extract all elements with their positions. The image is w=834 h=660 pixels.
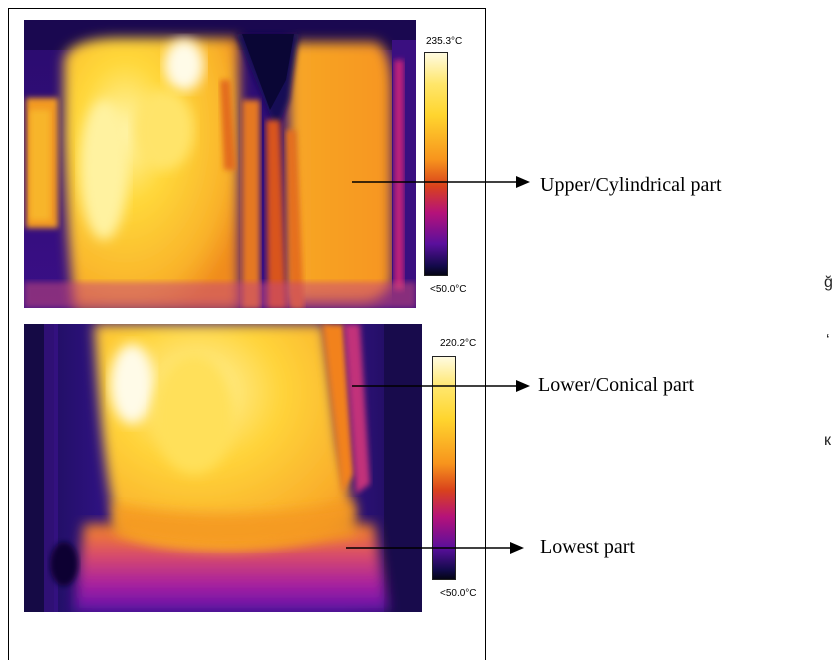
scale-max-lower: 220.2°C (440, 338, 477, 349)
figure-frame (8, 8, 486, 660)
arrow-lower-conical (352, 380, 530, 392)
thermal-image-lower (24, 324, 422, 612)
label-lower-conical-part: Lower/Conical part (538, 374, 695, 396)
thermal-image-upper-graphic (24, 20, 416, 308)
edge-glyph-3: к (824, 432, 831, 449)
thermal-image-lower-graphic (24, 324, 422, 612)
label-lowest-part: Lowest part (540, 536, 635, 558)
color-bar-upper (424, 52, 448, 276)
edge-glyph-2: ‘ (826, 332, 830, 349)
scale-max-upper: 235.3°C (426, 36, 463, 47)
edge-glyph-1: ğ (824, 274, 833, 291)
arrow-upper (352, 176, 530, 188)
arrow-lowest (346, 542, 524, 554)
color-bar-lower (432, 356, 456, 580)
label-upper-cylindrical-part: Upper/Cylindrical part (540, 174, 722, 196)
scale-min-upper: <50.0°C (430, 284, 467, 295)
scale-min-lower: <50.0°C (440, 588, 477, 599)
thermal-image-upper (24, 20, 416, 308)
